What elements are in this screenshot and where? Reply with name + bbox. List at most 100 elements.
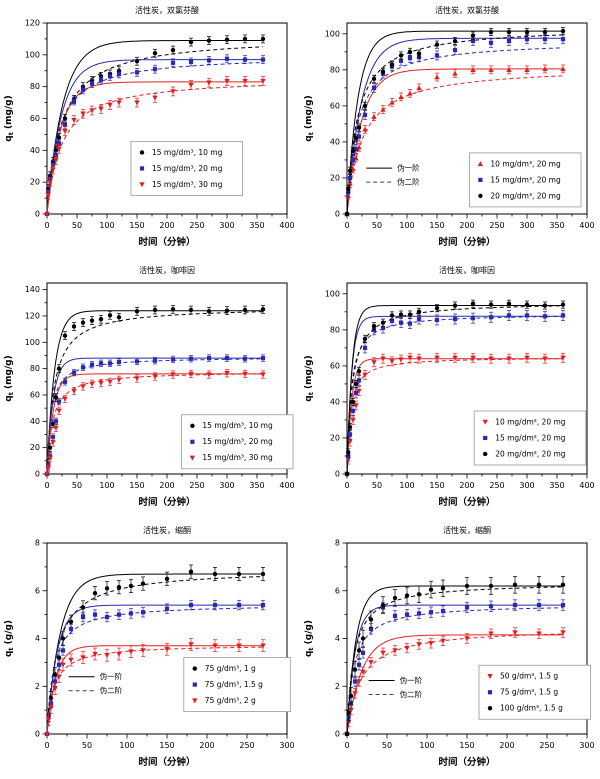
data-point-circle-marker: [542, 303, 548, 308]
x-tick-label: 150: [429, 221, 444, 230]
y-tick-label: 120: [25, 311, 40, 320]
data-point-square-marker: [104, 614, 110, 620]
data-point-circle-marker: [242, 307, 248, 313]
x-axis-label: 时间（分钟）: [138, 756, 195, 768]
data-point-triangle-down-marker: [206, 80, 212, 86]
data-point-circle-marker: [344, 731, 350, 737]
data-point-triangle-down-marker: [62, 396, 68, 402]
data-point-circle-marker: [560, 28, 566, 34]
chart-panel-top-right: 活性炭，双氯芬酸 0 50 100 150 200 250 300 350 400 0 20 40 60 8…: [300, 0, 600, 260]
y-tick-label: 20: [30, 178, 40, 187]
pso-fit-curve: [46, 576, 263, 735]
data-point-triangle-down-marker: [44, 731, 50, 737]
data-point-triangle-down-marker: [53, 425, 59, 431]
data-point-square-marker: [52, 679, 58, 684]
data-point-triangle-down-marker: [89, 381, 95, 387]
data-point-circle-marker: [348, 693, 354, 698]
data-point-triangle-down-marker: [371, 360, 377, 366]
chart-title: 活性炭，缩酮: [443, 525, 491, 535]
data-point-square-marker: [116, 612, 122, 617]
y-tick-label: 0: [335, 730, 340, 739]
data-point-triangle-down-marker: [188, 371, 194, 377]
data-point-square-marker: [242, 57, 248, 62]
data-point-triangle-down-marker: [80, 655, 86, 661]
data-point-triangle-up-marker: [488, 67, 494, 73]
data-point-square-marker: [134, 359, 140, 364]
data-point-square-marker: [352, 679, 358, 684]
data-point-square-marker: [188, 602, 194, 608]
data-point-circle-marker: [452, 303, 458, 308]
data-point-triangle-down-marker: [60, 662, 66, 668]
data-point-square-marker: [560, 37, 566, 42]
x-tick-label: 200: [459, 481, 474, 490]
data-point-circle-marker: [350, 148, 356, 154]
data-point-circle-marker: [371, 324, 377, 329]
data-point-circle-marker: [260, 307, 266, 312]
data-point-triangle-up-marker: [477, 161, 484, 167]
data-point-square-marker: [80, 365, 86, 370]
y-tick-label: 100: [25, 338, 40, 347]
y-tick-label: 4: [35, 634, 40, 643]
data-point-triangle-down-marker: [80, 111, 86, 117]
data-point-square-marker: [98, 78, 104, 83]
data-point-square-marker: [407, 321, 413, 326]
data-point-square-marker: [140, 610, 146, 615]
data-point-triangle-down-marker: [152, 95, 158, 101]
data-point-triangle-up-marker: [506, 67, 512, 73]
data-point-square-marker: [428, 610, 434, 615]
data-point-triangle-down-marker: [152, 374, 158, 380]
x-tick-label: 250: [539, 741, 554, 750]
chart-panel-bottom-left: 活性炭，缩酮 0 50 100 150 200 250 300 0 2 4 6 8 时间（分钟） qt (g…: [0, 520, 300, 779]
data-point-square-marker: [71, 98, 77, 104]
x-axis-label: 时间（分钟）: [438, 756, 495, 768]
data-point-circle-marker: [56, 366, 62, 371]
data-point-square-marker: [212, 602, 218, 608]
series-legend-label: 15 mg/dm³, 20 mg: [202, 437, 273, 446]
pso-fit-curve: [46, 607, 263, 735]
data-point-triangle-down-marker: [45, 192, 51, 198]
data-point-triangle-down-marker: [416, 356, 422, 362]
pso-legend-label: 伪二阶: [397, 177, 420, 187]
data-point-triangle-down-marker: [224, 78, 230, 84]
data-point-circle-marker: [407, 312, 413, 317]
chart-title: 活性炭，缩酮: [143, 525, 191, 535]
data-point-triangle-up-marker: [362, 126, 368, 132]
data-point-circle-marker: [470, 33, 476, 38]
pso-legend-label: 伪二阶: [100, 685, 123, 695]
data-point-triangle-down-marker: [107, 102, 113, 108]
data-point-triangle-up-marker: [524, 67, 530, 73]
x-tick-label: 150: [429, 481, 444, 490]
series-legend-box: [130, 141, 243, 196]
data-point-triangle-down-marker: [212, 643, 218, 649]
data-point-square-marker: [356, 378, 362, 383]
chart-title: 活性炭，双氯芬酸: [435, 5, 499, 15]
series-legend-label: 20 mg/dm³, 20 mg: [495, 449, 566, 458]
data-point-triangle-down-marker: [260, 643, 266, 649]
data-point-circle-marker: [346, 710, 351, 715]
data-point-circle-marker: [206, 38, 212, 43]
data-point-square-marker: [542, 37, 548, 42]
data-point-circle-marker: [344, 471, 350, 477]
data-point-triangle-down-marker: [362, 372, 368, 378]
data-point-triangle-down-marker: [524, 355, 530, 361]
x-tick-label: 350: [249, 481, 264, 490]
data-point-circle-marker: [152, 307, 158, 313]
y-tick-label: 0: [35, 730, 40, 739]
x-tick-label: 150: [129, 221, 144, 230]
data-point-triangle-down-marker: [53, 157, 59, 163]
data-point-triangle-down-marker: [440, 638, 446, 644]
data-point-circle-marker: [416, 309, 422, 315]
x-tick-label: 0: [344, 221, 349, 230]
data-point-circle-marker: [371, 76, 377, 82]
data-point-triangle-down-marker: [56, 674, 62, 680]
y-tick-label: 60: [30, 391, 40, 400]
data-point-square-marker: [107, 361, 113, 366]
data-point-circle-marker: [380, 320, 386, 325]
data-point-triangle-down-marker: [134, 376, 140, 382]
x-tick-label: 200: [159, 221, 174, 230]
x-tick-label: 100: [99, 221, 114, 230]
y-axis-label: qt (mg/g): [4, 355, 15, 401]
data-point-square-marker: [452, 47, 458, 53]
data-point-circle-marker: [104, 586, 110, 591]
data-point-circle-marker: [116, 584, 122, 590]
